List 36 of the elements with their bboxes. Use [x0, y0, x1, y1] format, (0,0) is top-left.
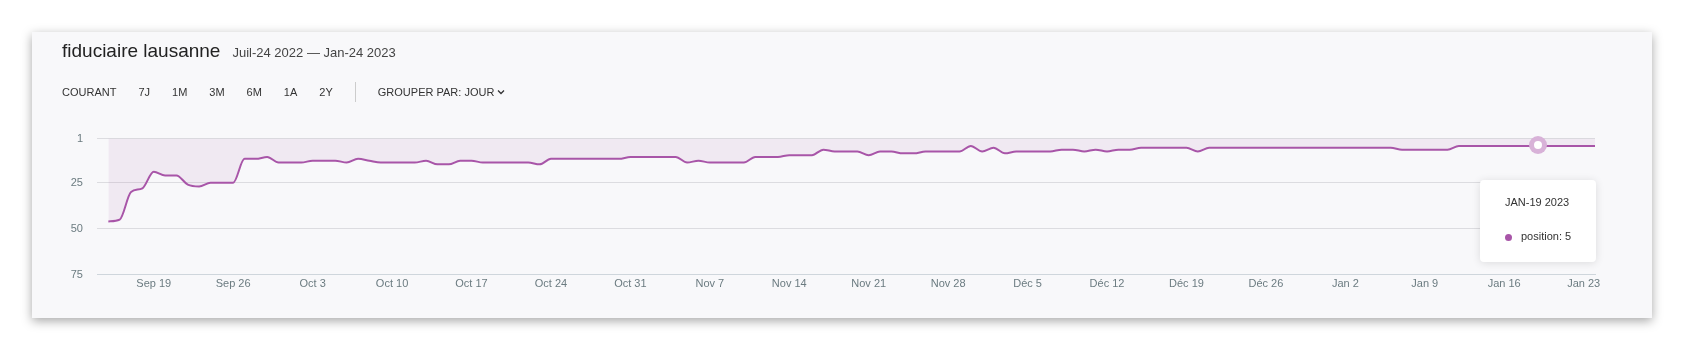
x-tick-label: Nov 7	[695, 277, 725, 290]
x-tick-label: Sep 26	[215, 277, 251, 290]
text: 1M	[172, 86, 188, 98]
x-tick-label: Déc 26	[1248, 277, 1284, 290]
x-tick-label: Jan 9	[1411, 277, 1439, 290]
x-tick-label: Oct 31	[614, 277, 647, 290]
x-tick-label: Jan 16	[1487, 277, 1521, 290]
x-tick-label: Jan 2	[1331, 277, 1359, 290]
text: 6M	[246, 86, 262, 98]
x-tick-label: Oct 10	[375, 277, 409, 290]
x-tick-label: Déc 12	[1089, 277, 1125, 290]
tooltip-card: JAN-19 2023 position: 5	[1480, 180, 1596, 262]
chart-title: fiduciaire lausanne	[62, 40, 221, 62]
y-tick-label: 50	[70, 221, 83, 234]
y-tick-label: 1	[76, 131, 83, 144]
x-tick-label: Sep 19	[136, 277, 172, 290]
chart-subtitle: Juil-24 2022 — Jan-24 2023	[232, 45, 396, 60]
text: 2Y	[319, 86, 333, 98]
annotation: position: 5	[1521, 230, 1572, 242]
x-tick-label: Oct 3	[299, 277, 326, 290]
x-tick-label: Jan 23	[1567, 277, 1601, 290]
x-tick-label: Déc 19	[1169, 277, 1204, 290]
annotation: JAN-19 2023	[1505, 196, 1570, 208]
x-tick-label: Nov 14	[771, 277, 807, 290]
text: COURANT	[62, 86, 117, 98]
x-tick-label: Nov 28	[930, 277, 966, 290]
text: 7J	[138, 86, 151, 98]
y-tick-label: 25	[70, 175, 83, 188]
text: GROUPER PAR: JOUR	[377, 86, 495, 98]
x-tick-label: Déc 5	[1013, 277, 1042, 290]
x-tick-label: Oct 24	[534, 277, 568, 290]
text: 1A	[283, 86, 298, 98]
x-tick-label: Nov 21	[851, 277, 887, 290]
y-tick-label: 75	[70, 267, 83, 280]
text: 3M	[209, 86, 225, 98]
x-tick-label: Oct 17	[455, 277, 488, 290]
